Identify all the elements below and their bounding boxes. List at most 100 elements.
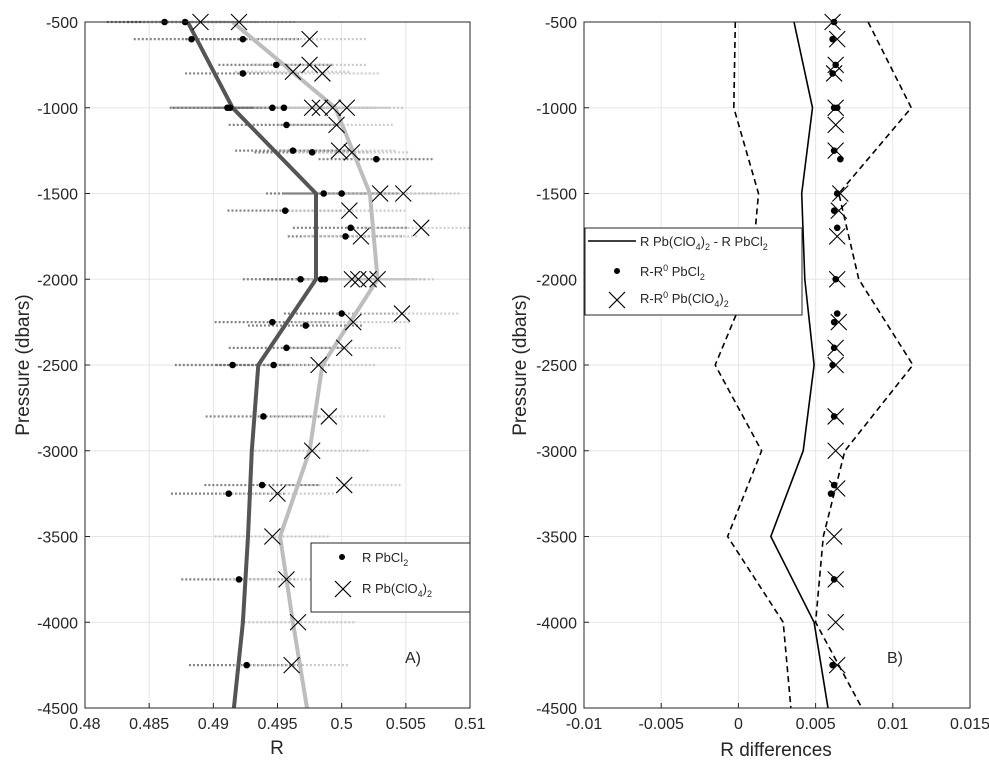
panel-a-x-axis-label: R bbox=[270, 738, 284, 759]
pbclo4-points-cross bbox=[314, 65, 331, 82]
pbclo4-points-cross bbox=[369, 270, 386, 288]
panel-b-tag: B) bbox=[887, 650, 903, 667]
pbcl2-points-dot bbox=[229, 361, 236, 369]
r0-pbcl2-points-dot bbox=[830, 147, 838, 154]
panel-b-legend: R Pb(ClO4)2 - R PbCl2 R-R0 PbCl2 R-R0 Pb… bbox=[584, 227, 803, 316]
legend-label-pbclo4: R Pb(ClO4)2 bbox=[362, 581, 432, 599]
pbclo4-points-cross bbox=[335, 339, 353, 357]
pbclo4-points-cross bbox=[303, 99, 321, 117]
panel-b-ticks: -0.01 -0.005 0 0.005 0.01 0.015 -500 -1000 -1500… bbox=[536, 15, 989, 733]
pbcl2-points-dot bbox=[272, 61, 280, 69]
pbcl2-points-dot bbox=[338, 190, 345, 197]
r0-pbcl2-points-dot bbox=[832, 275, 839, 283]
x-tick-label: -0.01 bbox=[566, 716, 603, 733]
r0-pbclo4-points-cross bbox=[830, 202, 848, 220]
legend-r0cl2-tail: PbCl bbox=[668, 264, 700, 279]
y-tick-label: -4500 bbox=[536, 701, 577, 718]
r0-pbcl2-points-dot bbox=[830, 576, 838, 583]
legend-diff-subscript-2: 2 bbox=[705, 242, 710, 252]
pbclo4-points-cross bbox=[412, 219, 430, 237]
pbcl2-points-dot bbox=[269, 104, 276, 112]
pbclo4-points-cross bbox=[394, 185, 412, 202]
r0-pbcl2-points-dot bbox=[829, 70, 836, 77]
pbcl2-points-dot bbox=[320, 190, 328, 197]
y-tick-label: -3000 bbox=[536, 444, 577, 461]
legend-r0clo4-subscript-2: 2 bbox=[724, 299, 729, 309]
panel-a-mean-profiles bbox=[185, 20, 380, 709]
legend-pbclo4-subscript-2: 2 bbox=[427, 589, 432, 599]
pbcl2-points-dot bbox=[283, 121, 290, 129]
panel-a-y-axis-label: Pressure (dbars) bbox=[13, 294, 34, 436]
pbclo4-points-cross bbox=[320, 408, 338, 425]
y-tick-label: -1500 bbox=[37, 187, 78, 204]
y-tick-label: -500 bbox=[545, 15, 577, 32]
legend-x-marker bbox=[334, 580, 352, 598]
pbclo4-points-cross bbox=[263, 528, 281, 545]
pbcl2-points-dot bbox=[281, 207, 289, 214]
legend-label-r0-pbclo4: R-R0 Pb(ClO4)2 bbox=[640, 290, 729, 309]
legend-label-pbcl2: R PbCl2 bbox=[362, 550, 408, 568]
panel-a: 0.48 0.485 0.49 0.495 0.5 0.505 0.51 -500 -1000 -… bbox=[13, 13, 486, 759]
pbclo4-points-cross bbox=[303, 442, 321, 460]
pbcl2-points-dot bbox=[239, 35, 247, 43]
pbcl2-points-dot bbox=[225, 490, 233, 497]
x-tick-label: 0.495 bbox=[257, 716, 297, 733]
legend-diff-subscript-1: 4 bbox=[696, 242, 701, 252]
pbclo4-points-cross bbox=[269, 485, 286, 503]
legend-diff-subscript-3: 2 bbox=[763, 242, 768, 252]
legend-x-marker-b bbox=[608, 291, 626, 309]
panel-a-legend-box bbox=[310, 542, 471, 613]
panel-b-profiles bbox=[714, 21, 914, 709]
pbcl2-points-dot bbox=[280, 104, 288, 112]
pbcl2-points-dot bbox=[289, 147, 297, 154]
y-tick-label: -1500 bbox=[536, 187, 577, 204]
r0-pbcl2-points-dot bbox=[830, 318, 838, 326]
pbclo4-points-cross bbox=[301, 30, 318, 48]
pbclo4-points-cross bbox=[301, 56, 318, 74]
legend-r0cl2-subscript: 2 bbox=[700, 272, 705, 282]
panel-b: -0.01 -0.005 0 0.005 0.01 0.015 -500 -1000 -1500… bbox=[510, 13, 989, 760]
legend-r0cl2-text: R-R bbox=[640, 264, 663, 279]
pbclo4-points-cross bbox=[344, 313, 362, 331]
pbcl2-points-dot bbox=[283, 344, 290, 352]
panel-a-legend: R PbCl2 R Pb(ClO4)2 bbox=[310, 542, 471, 613]
r0-pbcl2-points-dot bbox=[830, 344, 838, 352]
y-tick-label: -1000 bbox=[536, 101, 577, 118]
x-tick-label: 0.49 bbox=[198, 716, 229, 733]
pbclo4-points-cross bbox=[340, 202, 358, 220]
upper-bound-line bbox=[814, 21, 914, 709]
r0-pbclo4-points-cross bbox=[828, 270, 846, 288]
x-tick-label: 0.51 bbox=[454, 716, 485, 733]
legend-label-r0-pbcl2: R-R0 PbCl2 bbox=[640, 263, 705, 282]
y-tick-label: -2000 bbox=[536, 272, 577, 289]
y-tick-label: -500 bbox=[46, 15, 78, 32]
legend-r0cl2-superscript: 0 bbox=[663, 263, 668, 273]
r0-pbcl2-points-dot bbox=[833, 310, 841, 317]
panel-b-y-axis-label: Pressure (dbars) bbox=[510, 294, 531, 436]
panel-b-x-axis-label: R differences bbox=[720, 740, 832, 760]
legend-diff-paren: ) bbox=[701, 234, 705, 249]
r0-pbcl2-points-dot bbox=[827, 490, 835, 497]
x-tick-label: 0.01 bbox=[877, 716, 908, 733]
pbclo4-points-cross bbox=[311, 99, 329, 117]
y-tick-label: -2500 bbox=[536, 358, 577, 375]
panel-a-ticks: 0.48 0.485 0.49 0.495 0.5 0.505 0.51 -500 -1000 -… bbox=[37, 15, 486, 733]
pbcl2-points-dot bbox=[260, 413, 267, 420]
r0-pbclo4-points-cross bbox=[827, 442, 845, 460]
x-tick-label: 0.485 bbox=[129, 716, 169, 733]
x-tick-label: 0.48 bbox=[69, 716, 100, 733]
pbcl2-points-dot bbox=[239, 70, 247, 77]
pbcl2-points-dot bbox=[308, 149, 316, 156]
legend-diff-text: R Pb(ClO bbox=[640, 234, 696, 249]
y-tick-label: -4000 bbox=[536, 615, 577, 632]
y-tick-label: -3500 bbox=[37, 530, 78, 547]
pbclo4-points-cross bbox=[360, 270, 378, 288]
r0-pbcl2-points-dot bbox=[829, 35, 836, 43]
legend-dot-marker bbox=[339, 554, 345, 560]
pbcl2-points-dot bbox=[342, 233, 349, 240]
panel-b-grid bbox=[583, 21, 971, 709]
r0-pbcl2-points-dot bbox=[830, 413, 838, 420]
r0-pbclo4-points-cross bbox=[827, 613, 845, 631]
legend-pbclo4-subscript-1: 4 bbox=[418, 589, 423, 599]
y-tick-label: -1000 bbox=[37, 101, 78, 118]
